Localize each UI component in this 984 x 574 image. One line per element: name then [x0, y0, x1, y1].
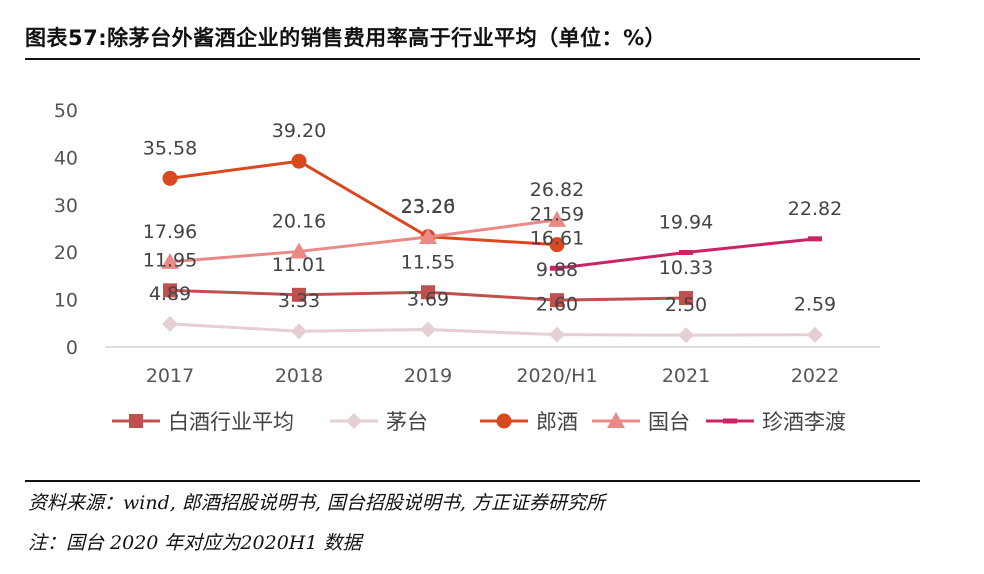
data-label: 3.69 [407, 289, 449, 311]
data-point [679, 291, 693, 306]
y-tick-label: 50 [54, 100, 78, 122]
data-point [161, 252, 179, 269]
data-label: 11.55 [401, 251, 455, 273]
legend-label: 郎酒 [536, 410, 578, 434]
y-tick-label: 40 [54, 147, 78, 169]
data-label: 23.20 [401, 196, 455, 218]
data-point [421, 285, 435, 300]
y-tick-label: 30 [54, 195, 78, 217]
footer-divider [25, 480, 920, 482]
x-tick-label: 2022 [791, 365, 839, 387]
x-tick-label: 2018 [275, 365, 323, 387]
data-label: 39.20 [272, 120, 326, 142]
data-label: 2.60 [536, 294, 578, 316]
chart-title: 图表57:除茅台外酱酒企业的销售费用率高于行业平均（单位：%） [25, 26, 667, 50]
data-label: 11.95 [143, 249, 197, 271]
legend-label: 珍酒李渡 [762, 410, 846, 434]
series-line-1 [169, 322, 816, 337]
legend-marker [496, 413, 512, 429]
legend-marker [346, 413, 362, 429]
data-point [292, 287, 306, 302]
data-label: 17.96 [143, 221, 197, 243]
data-point [678, 327, 694, 344]
remark-note: 注：国台 2020 年对应为2020H1 数据 [28, 532, 362, 554]
data-label: 9.88 [536, 259, 578, 281]
data-point [550, 293, 564, 308]
data-label: 11.01 [272, 254, 326, 276]
data-label: 21.59 [530, 204, 584, 226]
data-point [420, 321, 436, 338]
data-point [291, 323, 307, 340]
data-point [162, 170, 178, 186]
data-point [291, 153, 307, 169]
legend-marker [129, 414, 143, 428]
data-point [162, 315, 178, 332]
legend-label: 茅台 [386, 410, 428, 434]
legend-marker [723, 418, 737, 424]
x-tick-label: 2017 [146, 365, 194, 387]
x-tick-label: 2019 [404, 365, 452, 387]
data-label: 2.59 [794, 294, 836, 316]
legend-label: 国台 [648, 410, 690, 434]
data-label: 26.82 [530, 179, 584, 201]
series-line-3 [169, 218, 558, 264]
title-divider [25, 58, 920, 60]
y-tick-label: 20 [54, 242, 78, 264]
data-point [679, 249, 693, 255]
data-label: 22.82 [788, 198, 842, 220]
x-tick-label: 2020/H1 [516, 365, 597, 387]
data-point [290, 242, 308, 259]
data-label: 2.50 [665, 294, 707, 316]
data-point [807, 326, 823, 343]
data-point [549, 237, 565, 253]
data-point [549, 326, 565, 343]
data-point [419, 228, 437, 245]
data-label: 20.16 [272, 210, 326, 232]
data-point [163, 283, 177, 298]
legend-label: 白酒行业平均 [168, 410, 294, 434]
data-label: 4.89 [149, 283, 191, 305]
y-tick-label: 10 [54, 290, 78, 312]
data-point [550, 265, 564, 271]
legend-marker [607, 412, 625, 428]
line-chart: 0 10 20 30 40 50 2017 2018 2019 2020/H1 2021 2022 11… [54, 100, 880, 434]
data-label: 23.26 [401, 196, 455, 218]
source-note: 资料来源：wind, 郎酒招股说明书, 国台招股说明书, 方正证券研究所 [28, 492, 605, 514]
y-tick-label: 0 [66, 337, 78, 359]
data-label: 10.33 [659, 257, 713, 279]
data-point [548, 210, 566, 227]
series-line-2 [169, 159, 558, 247]
x-tick-label: 2021 [662, 365, 710, 387]
data-label: 35.58 [143, 137, 197, 159]
data-label: 3.33 [278, 290, 320, 312]
data-point [808, 236, 822, 242]
data-label: 16.61 [530, 227, 584, 249]
data-label: 19.94 [659, 211, 713, 233]
